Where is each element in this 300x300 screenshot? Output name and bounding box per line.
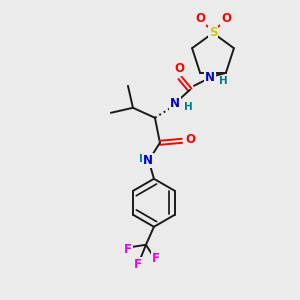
Text: F: F <box>124 243 132 256</box>
Text: S: S <box>209 26 217 40</box>
Text: H: H <box>139 154 148 164</box>
Text: N: N <box>170 97 180 110</box>
Text: O: O <box>195 13 205 26</box>
Text: N: N <box>143 154 153 167</box>
Text: N: N <box>205 71 215 84</box>
Text: H: H <box>184 102 193 112</box>
Text: F: F <box>134 258 142 271</box>
Text: F: F <box>152 252 160 265</box>
Text: O: O <box>185 133 195 146</box>
Text: H: H <box>219 76 228 86</box>
Text: O: O <box>174 62 184 75</box>
Text: O: O <box>221 13 231 26</box>
